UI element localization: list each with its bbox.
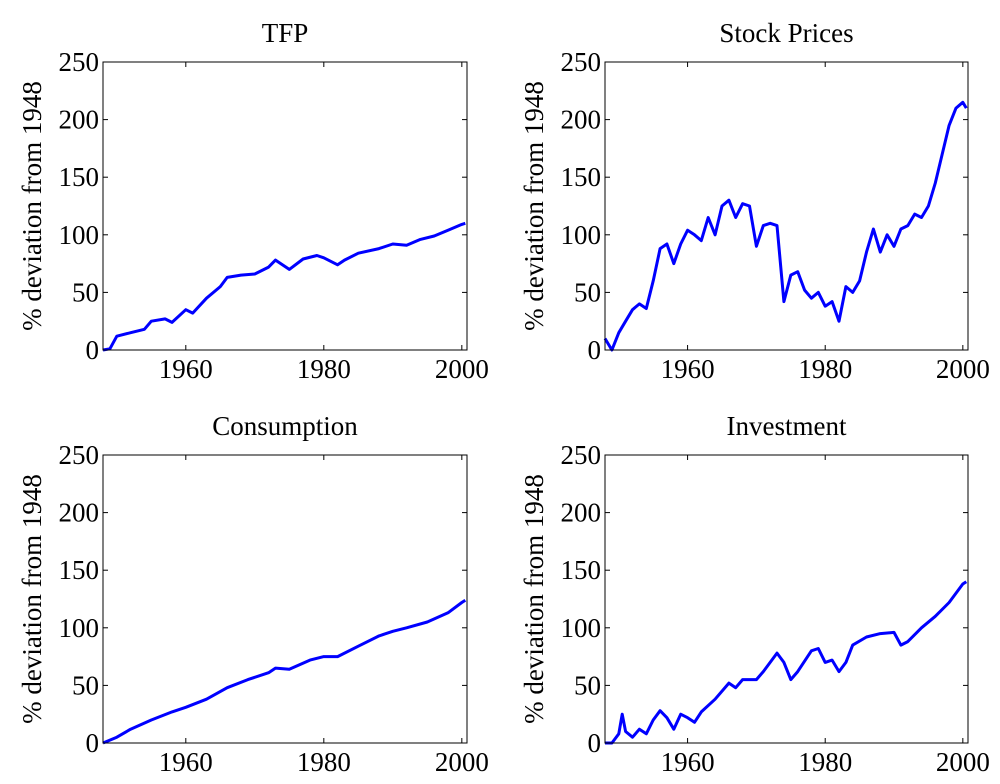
axes-frame <box>604 61 969 351</box>
subplot: Stock Prices % deviation from 1948 0 50 100 1… <box>519 18 990 384</box>
y-tick-label: 100 <box>561 613 602 643</box>
subplot: Investment % deviation from 1948 0 50 100 150… <box>519 411 990 777</box>
subplot-title: Investment <box>727 411 847 441</box>
data-line <box>605 580 968 745</box>
x-tick-label: 2000 <box>435 747 489 777</box>
axes-frame <box>102 454 468 744</box>
data-line <box>603 100 968 352</box>
x-tick-label: 1980 <box>297 354 351 384</box>
x-tick-label: 1960 <box>159 747 213 777</box>
y-tick-label: 250 <box>561 47 602 77</box>
y-tick-label: 250 <box>59 47 100 77</box>
subplot-title: TFP <box>262 18 309 48</box>
y-tick-label: 200 <box>561 498 602 528</box>
y-tick-label: 250 <box>561 440 602 470</box>
y-tick-label: 150 <box>561 162 602 192</box>
y-tick-label: 200 <box>59 105 100 135</box>
y-axis-label: % deviation from 1948 <box>519 81 549 331</box>
y-axis-label: % deviation from 1948 <box>519 474 549 724</box>
subplot: TFP % deviation from 1948 0 50 100 150 200 250 1… <box>17 18 489 384</box>
x-tick-label: 1980 <box>297 747 351 777</box>
y-tick-label: 50 <box>72 277 99 307</box>
y-tick-label: 150 <box>59 555 100 585</box>
x-tick-label: 2000 <box>936 354 990 384</box>
y-tick-label: 200 <box>59 498 100 528</box>
y-tick-label: 100 <box>59 613 100 643</box>
x-tick-label: 1980 <box>798 747 852 777</box>
x-tick-label: 2000 <box>936 747 990 777</box>
y-tick-label: 150 <box>561 555 602 585</box>
y-tick-label: 0 <box>588 728 602 758</box>
y-tick-label: 250 <box>59 440 100 470</box>
y-tick-label: 50 <box>574 670 601 700</box>
y-tick-label: 200 <box>561 105 602 135</box>
y-axis-label: % deviation from 1948 <box>17 474 47 724</box>
y-tick-label: 0 <box>86 335 100 365</box>
y-tick-label: 100 <box>561 220 602 250</box>
subplot-title: Consumption <box>212 411 358 441</box>
x-tick-label: 1960 <box>661 747 715 777</box>
y-tick-label: 0 <box>588 335 602 365</box>
y-tick-label: 150 <box>59 162 100 192</box>
subplot-title: Stock Prices <box>719 18 853 48</box>
subplot: Consumption % deviation from 1948 0 50 100 15… <box>17 411 489 777</box>
x-tick-label: 1980 <box>798 354 852 384</box>
data-line <box>102 221 466 352</box>
y-tick-label: 50 <box>72 670 99 700</box>
y-tick-label: 0 <box>86 728 100 758</box>
x-tick-label: 1960 <box>159 354 213 384</box>
axes-frame <box>102 61 468 351</box>
y-axis-label: % deviation from 1948 <box>17 81 47 331</box>
y-tick-label: 100 <box>59 220 100 250</box>
x-tick-label: 2000 <box>435 354 489 384</box>
y-tick-label: 50 <box>574 277 601 307</box>
axes-frame <box>604 454 969 744</box>
data-line <box>102 598 467 745</box>
x-tick-label: 1960 <box>661 354 715 384</box>
